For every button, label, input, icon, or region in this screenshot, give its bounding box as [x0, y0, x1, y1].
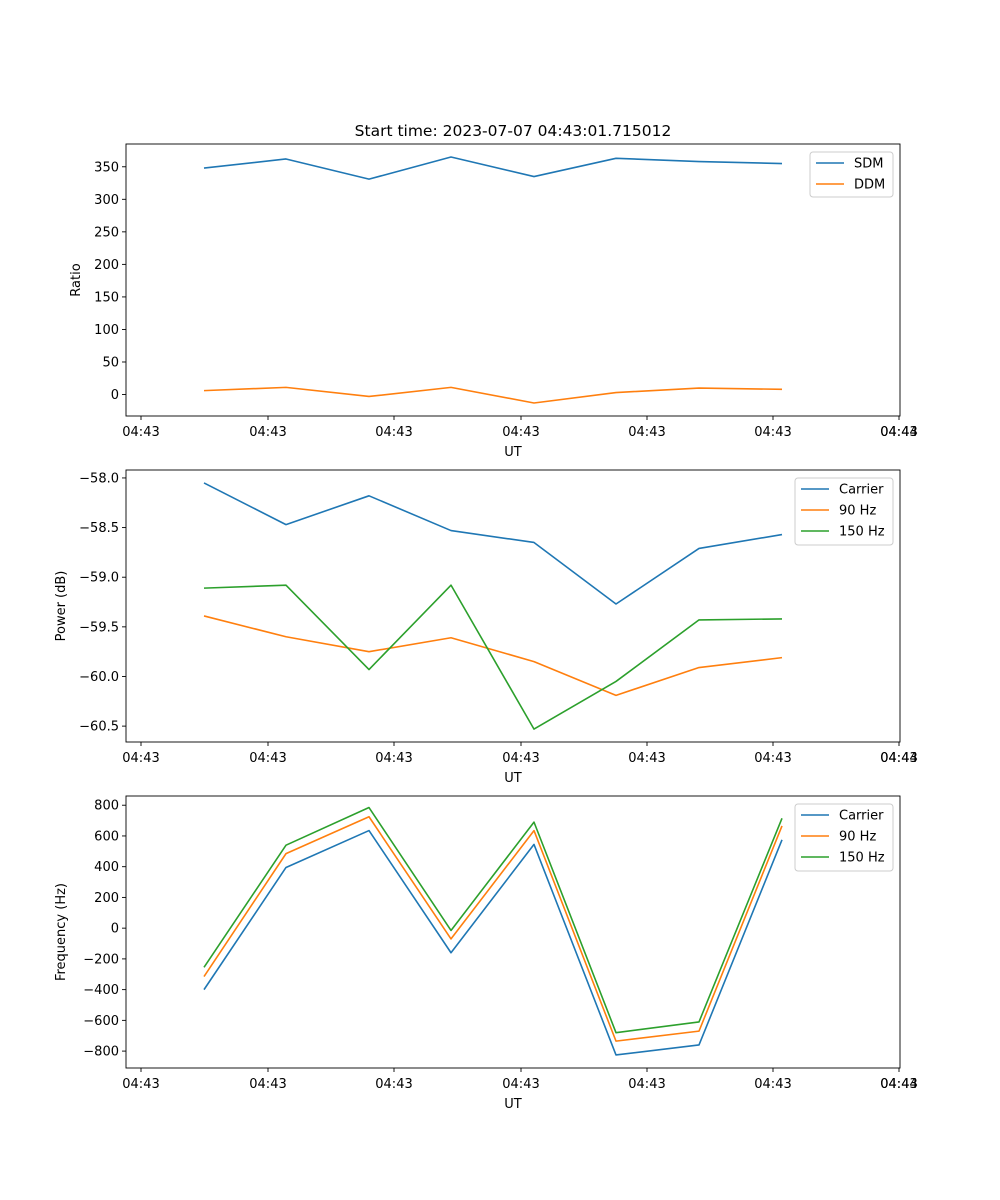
- legend-box: [794, 803, 894, 872]
- y-tick-label: 200: [94, 891, 119, 906]
- legend-label-150-hz: 150 Hz: [839, 525, 885, 540]
- y-tick-label: −60.5: [79, 720, 119, 735]
- x-tick-label: 04:43: [249, 751, 286, 766]
- y-tick-label: 0: [111, 388, 119, 403]
- x-tick-label: 04:43: [249, 1077, 286, 1092]
- series-line-carrier: [203, 829, 783, 1056]
- y-tick-label: −800: [83, 1045, 119, 1060]
- x-tick-label: 04:43: [880, 425, 917, 440]
- legend: Carrier 90 Hz 150 Hz: [794, 477, 894, 546]
- y-tick-label: −59.0: [79, 571, 119, 586]
- x-tick-label: 04:43: [122, 751, 159, 766]
- x-axis-label: UT: [504, 445, 522, 460]
- y-tick-label: 300: [94, 193, 119, 208]
- y-tick-label: 250: [94, 225, 119, 240]
- series-line-ddm: [203, 386, 783, 404]
- plot-frame: [125, 469, 901, 743]
- x-tick-label: 04:43: [375, 1077, 412, 1092]
- y-tick-label: 400: [94, 860, 119, 875]
- x-tick-label: 04:43: [502, 425, 539, 440]
- legend: Carrier 90 Hz 150 Hz: [794, 803, 894, 872]
- x-tick-label: 04:43: [502, 1077, 539, 1092]
- y-tick-label: −200: [83, 952, 119, 967]
- series-line-90-hz: [203, 615, 783, 697]
- x-tick-label: 04:43: [502, 751, 539, 766]
- y-tick-label: −400: [83, 983, 119, 998]
- y-tick-label: 800: [94, 799, 119, 814]
- legend-label-90-hz: 90 Hz: [839, 830, 876, 845]
- legend-label-carrier: Carrier: [839, 483, 884, 498]
- legend-label-90-hz: 90 Hz: [839, 504, 876, 519]
- plot-frame: [125, 795, 901, 1069]
- y-tick-label: −59.5: [79, 620, 119, 635]
- x-tick-label: 04:43: [375, 751, 412, 766]
- y-tick-label: −58.0: [79, 471, 119, 486]
- x-tick-label: 04:43: [880, 1077, 917, 1092]
- x-tick-label: 04:43: [880, 751, 917, 766]
- y-tick-label: 100: [94, 323, 119, 338]
- y-tick-label: 350: [94, 160, 119, 175]
- series-line-sdm: [203, 156, 783, 180]
- x-tick-label: 04:43: [375, 425, 412, 440]
- panel-1: 04:43 04:43 04:43 04:43 04:43 04:43 04:4304:44…: [69, 143, 918, 460]
- y-tick-label: 200: [94, 258, 119, 273]
- y-axis-label: Power (dB): [54, 571, 69, 642]
- legend-label-carrier: Carrier: [839, 809, 884, 824]
- figure-title: Start time: 2023-07-07 04:43:01.715012: [355, 122, 672, 140]
- x-tick-label: 04:43: [628, 751, 665, 766]
- x-tick-label: 04:43: [754, 425, 791, 440]
- x-tick-label: 04:43: [754, 1077, 791, 1092]
- x-axis-label: UT: [504, 771, 522, 786]
- y-tick-label: −58.5: [79, 521, 119, 536]
- legend-label-150-hz: 150 Hz: [839, 851, 885, 866]
- y-tick-label: −600: [83, 1014, 119, 1029]
- x-axis-label: UT: [504, 1097, 522, 1112]
- x-tick-label: 04:43: [628, 1077, 665, 1092]
- series-line-carrier: [203, 482, 783, 605]
- series-line-150-hz: [203, 806, 783, 1034]
- x-tick-label: 04:44: [880, 1077, 917, 1092]
- y-axis-label: Frequency (Hz): [54, 883, 69, 981]
- y-tick-label: 150: [94, 290, 119, 305]
- x-tick-label: 04:43: [122, 425, 159, 440]
- panel-2: 04:43 04:43 04:43 04:43 04:43 04:43 04:4304:44…: [54, 469, 918, 786]
- x-tick-label: 04:43: [628, 425, 665, 440]
- series-line-150-hz: [203, 584, 783, 730]
- x-tick-label: 04:44: [880, 751, 917, 766]
- x-tick-label: 04:43: [122, 1077, 159, 1092]
- legend-label-sdm: SDM: [854, 157, 883, 172]
- series-line-90-hz: [203, 815, 783, 1042]
- x-tick-label: 04:43: [249, 425, 286, 440]
- y-axis-label: Ratio: [69, 263, 84, 296]
- legend-box: [794, 477, 894, 546]
- panel-3: 04:43 04:43 04:43 04:43 04:43 04:43 04:4304:44…: [54, 795, 918, 1112]
- legend-label-ddm: DDM: [854, 178, 885, 193]
- x-tick-label: 04:44: [880, 425, 917, 440]
- y-tick-label: 50: [102, 355, 119, 370]
- legend: SDM DDM: [809, 151, 894, 198]
- y-tick-label: 600: [94, 829, 119, 844]
- plot-frame: [125, 143, 901, 417]
- x-tick-label: 04:43: [754, 751, 791, 766]
- y-tick-label: −60.0: [79, 670, 119, 685]
- panels: 04:43 04:43 04:43 04:43 04:43 04:43 04:4304:44…: [54, 143, 918, 1112]
- y-tick-label: 0: [111, 922, 119, 937]
